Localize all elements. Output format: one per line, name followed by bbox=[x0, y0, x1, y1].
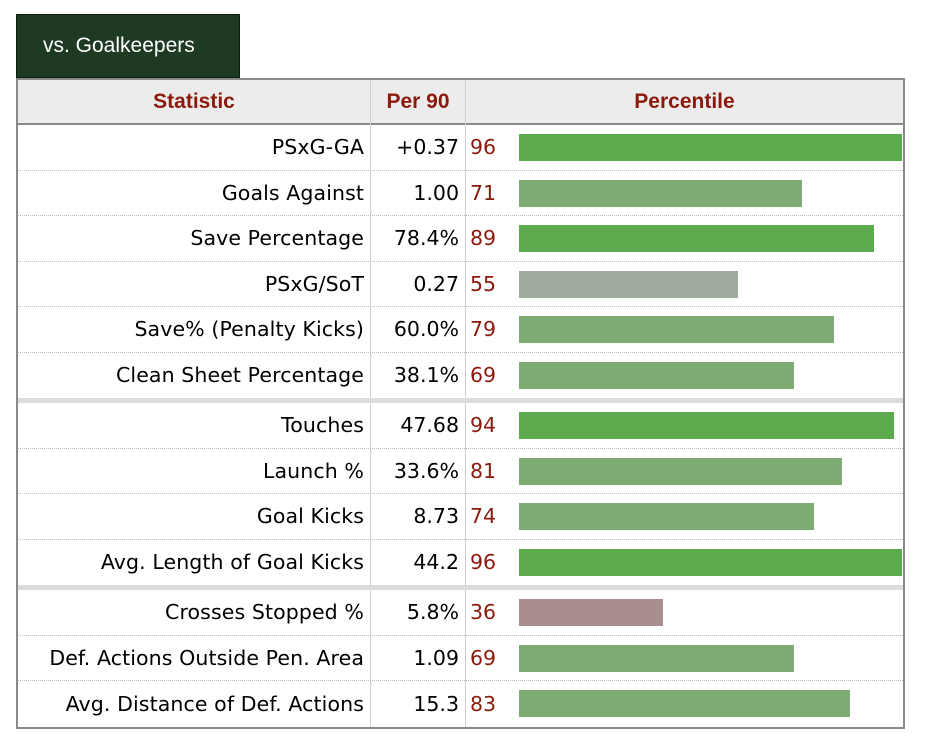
percentile-bar bbox=[519, 644, 794, 672]
percentile-bar bbox=[519, 690, 850, 718]
stat-name: Avg. Length of Goal Kicks bbox=[100, 550, 364, 575]
percentile-value: 71 bbox=[470, 180, 497, 205]
header-statistic: Statistic bbox=[153, 89, 235, 113]
column-divider bbox=[465, 80, 466, 727]
percentile-value: 36 bbox=[470, 600, 497, 625]
table-row: Avg. Length of Goal Kicks 44.2 96 bbox=[18, 540, 903, 586]
table-row: Crosses Stopped % 5.8% 36 bbox=[18, 590, 903, 636]
percentile-value: 81 bbox=[470, 458, 497, 483]
per90-value: 47.68 bbox=[400, 413, 459, 438]
stat-name: PSxG/SoT bbox=[264, 271, 364, 296]
table-row: Save Percentage 78.4% 89 bbox=[18, 216, 903, 262]
percentile-bar bbox=[519, 270, 738, 298]
per90-value: 38.1% bbox=[393, 363, 459, 388]
stat-name: Def. Actions Outside Pen. Area bbox=[49, 645, 364, 670]
column-divider bbox=[370, 80, 371, 727]
per90-value: +0.37 bbox=[396, 135, 459, 160]
percentile-value: 74 bbox=[470, 504, 497, 529]
per90-value: 60.0% bbox=[393, 317, 459, 342]
per90-value: 78.4% bbox=[393, 226, 459, 251]
percentile-bar bbox=[519, 316, 834, 344]
percentile-value: 89 bbox=[470, 226, 497, 251]
percentile-value: 96 bbox=[470, 550, 497, 575]
percentile-bar bbox=[519, 225, 874, 253]
per90-value: 44.2 bbox=[413, 550, 459, 575]
percentile-bar bbox=[519, 599, 663, 627]
header-per90: Per 90 bbox=[386, 89, 450, 113]
group-separator bbox=[18, 398, 903, 403]
percentile-value: 69 bbox=[470, 363, 497, 388]
header-percentile: Percentile bbox=[634, 89, 735, 113]
stat-name: Launch % bbox=[262, 458, 364, 483]
percentile-value: 83 bbox=[470, 691, 497, 716]
per90-value: 15.3 bbox=[413, 691, 459, 716]
per90-value: 5.8% bbox=[406, 600, 459, 625]
per90-value: 1.00 bbox=[413, 180, 459, 205]
stat-name: Goals Against bbox=[221, 180, 364, 205]
table-body: PSxG-GA +0.37 96 Goals Against 1.00 71 Save Pe… bbox=[18, 80, 903, 727]
table-row: Launch % 33.6% 81 bbox=[18, 449, 903, 494]
percentile-value: 69 bbox=[470, 645, 497, 670]
percentile-bar bbox=[519, 361, 794, 389]
stat-name: Save Percentage bbox=[190, 226, 364, 251]
percentile-value: 55 bbox=[470, 271, 497, 296]
table-row: Clean Sheet Percentage 38.1% 69 bbox=[18, 353, 903, 399]
table-row: Save% (Penalty Kicks) 60.0% 79 bbox=[18, 307, 903, 353]
percentile-bar bbox=[519, 134, 902, 162]
tab-vs-goalkeepers[interactable]: vs. Goalkeepers bbox=[16, 14, 240, 78]
per90-value: 33.6% bbox=[393, 458, 459, 483]
percentile-value: 94 bbox=[470, 413, 497, 438]
percentile-bar bbox=[519, 457, 842, 485]
tab-label: vs. Goalkeepers bbox=[43, 34, 195, 57]
table-header: Statistic Per 90 Percentile bbox=[18, 80, 903, 125]
table-row: Goal Kicks 8.73 74 bbox=[18, 494, 903, 540]
table-row: PSxG/SoT 0.27 55 bbox=[18, 262, 903, 307]
table-row: PSxG-GA +0.37 96 bbox=[18, 125, 903, 171]
stat-name: PSxG-GA bbox=[271, 135, 364, 160]
percentile-value: 79 bbox=[470, 317, 497, 342]
per90-value: 1.09 bbox=[413, 645, 459, 670]
table-row: Touches 47.68 94 bbox=[18, 403, 903, 449]
group-separator bbox=[18, 585, 903, 590]
table-row: Goals Against 1.00 71 bbox=[18, 171, 903, 216]
stat-name: Avg. Distance of Def. Actions bbox=[65, 691, 364, 716]
table-row: Avg. Distance of Def. Actions 15.3 83 bbox=[18, 681, 903, 727]
percentile-value: 96 bbox=[470, 135, 497, 160]
stat-name: Goal Kicks bbox=[256, 504, 364, 529]
stat-name: Touches bbox=[281, 413, 364, 438]
stat-name: Crosses Stopped % bbox=[165, 600, 364, 625]
percentile-bar bbox=[519, 412, 894, 440]
per90-value: 0.27 bbox=[413, 271, 459, 296]
per90-value: 8.73 bbox=[413, 504, 459, 529]
stat-name: Save% (Penalty Kicks) bbox=[134, 317, 364, 342]
percentile-bar bbox=[519, 503, 814, 531]
stat-name: Clean Sheet Percentage bbox=[116, 363, 364, 388]
percentile-bar bbox=[519, 548, 902, 576]
table-row: Def. Actions Outside Pen. Area 1.09 69 bbox=[18, 636, 903, 681]
percentile-bar bbox=[519, 179, 802, 207]
percentile-table: Statistic Per 90 Percentile PSxG-GA +0.37… bbox=[16, 78, 905, 729]
